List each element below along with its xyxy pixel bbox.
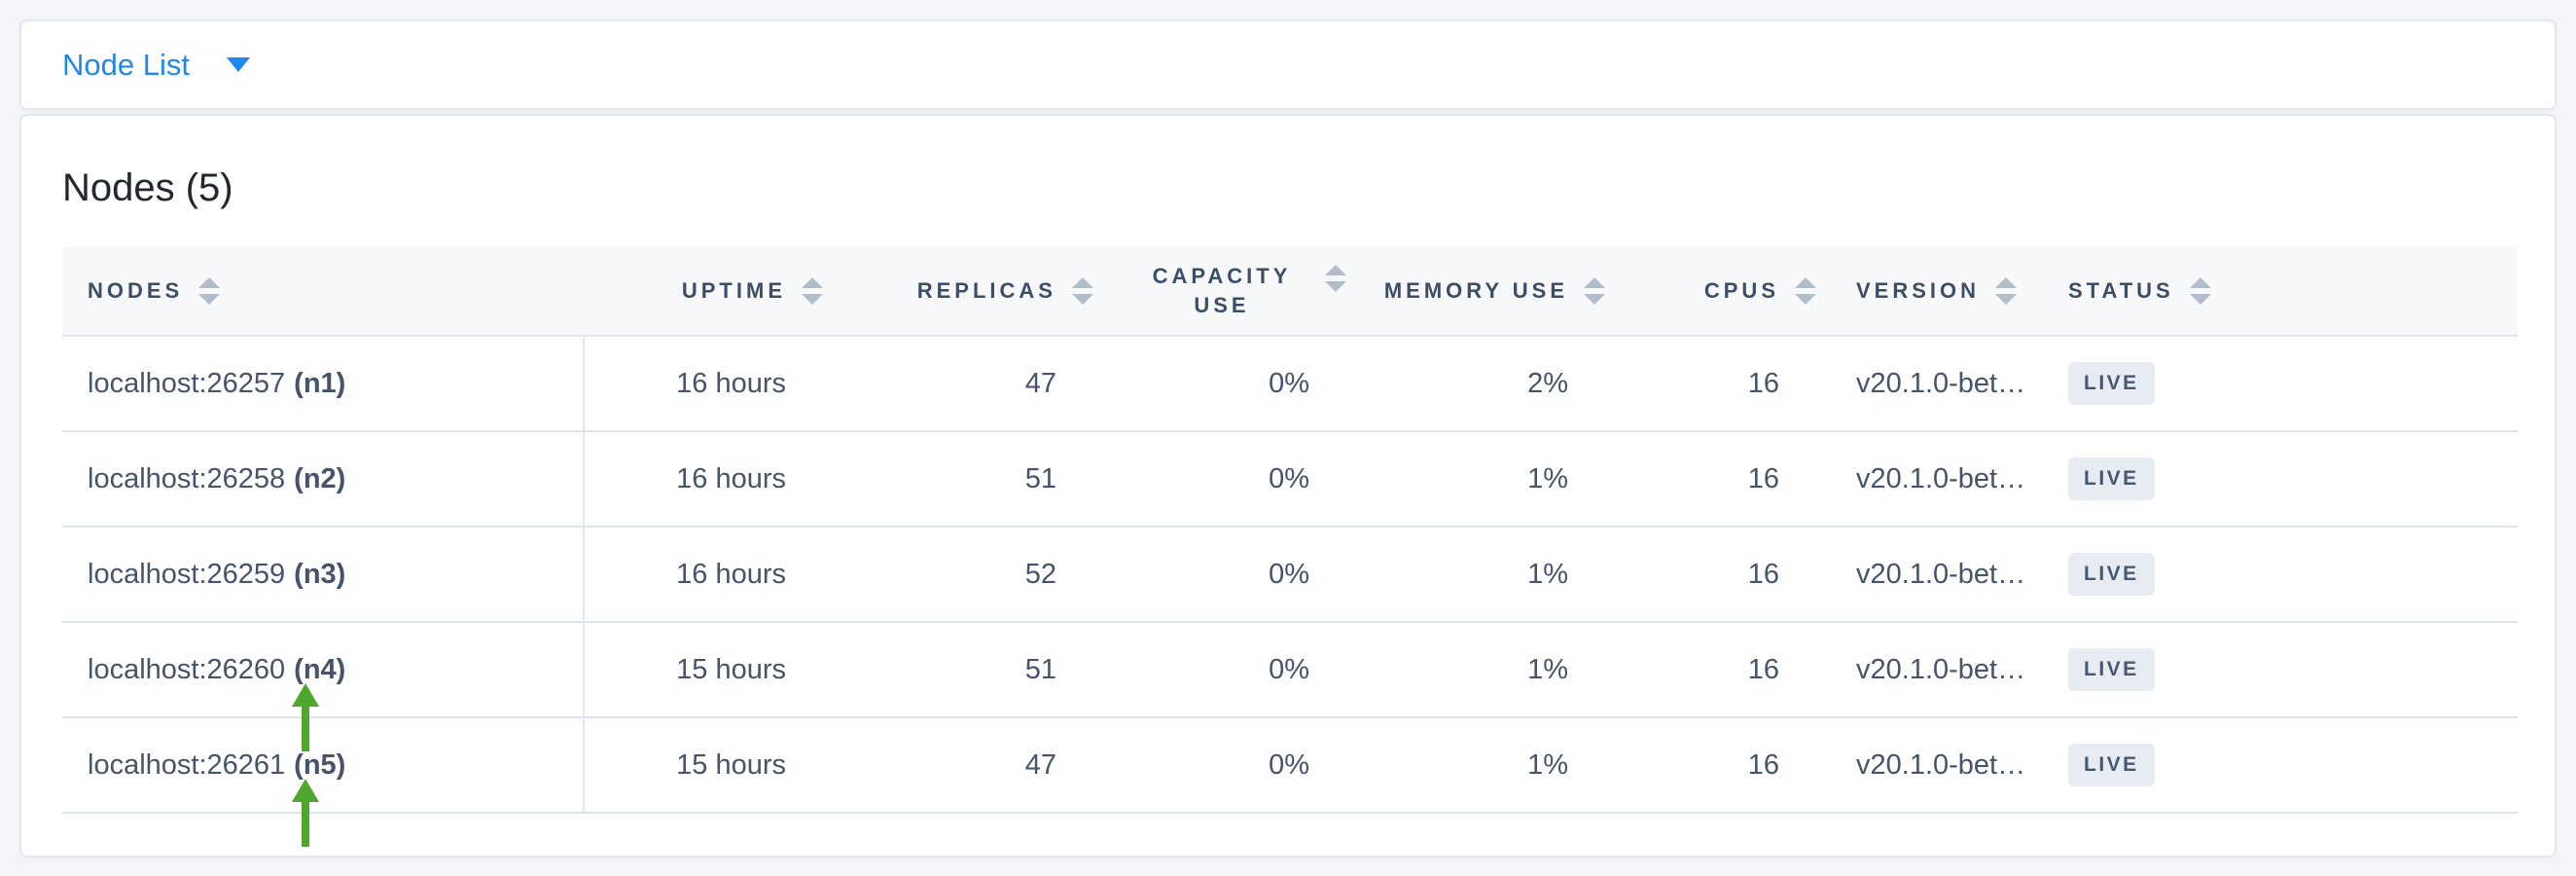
sort-icon [198, 276, 221, 305]
status-badge: LIVE [2068, 362, 2155, 405]
version-cell: v20.1.0-bet… [1834, 336, 2055, 432]
cpus-cell: 16 [1623, 527, 1834, 623]
version-cell: v20.1.0-bet… [1834, 527, 2055, 623]
node-cell[interactable]: localhost:26261 (n5) [62, 717, 585, 847]
uptime-cell: 16 hours [584, 431, 841, 528]
column-header-nodes[interactable]: Nodes [62, 246, 584, 337]
column-header-replicas[interactable]: Replicas [841, 246, 1111, 337]
cpus-cell: 16 [1623, 431, 1834, 528]
table-row[interactable]: localhost:26260 (n4) 15 hours 51 0% 1% 16… [62, 622, 2518, 751]
status-cell: LIVE [2055, 622, 2518, 718]
node-list-dropdown[interactable]: Node List [62, 50, 250, 80]
memory-use-cell: 2% [1364, 336, 1623, 432]
page-title: Nodes (5) [62, 166, 233, 209]
column-header-version[interactable]: Version [1834, 246, 2055, 337]
status-cell: LIVE [2055, 336, 2518, 432]
capacity-use-cell: 0% [1111, 431, 1364, 528]
uptime-cell: 16 hours [584, 527, 841, 623]
table-row[interactable]: localhost:26259 (n3) 16 hours 52 0% 1% 16… [62, 527, 2518, 623]
memory-use-cell: 1% [1364, 431, 1623, 528]
sort-icon [1584, 276, 1605, 305]
sort-icon [802, 276, 823, 305]
version-cell: v20.1.0-bet… [1834, 622, 2055, 718]
cpus-cell: 16 [1623, 622, 1834, 718]
version-cell: v20.1.0-bet… [1834, 717, 2055, 814]
capacity-use-cell: 0% [1111, 717, 1364, 814]
column-label: Capacity Use [1152, 263, 1292, 317]
status-badge: LIVE [2068, 553, 2155, 596]
column-header-cpus[interactable]: CPUs [1623, 246, 1834, 337]
status-badge: LIVE [2068, 744, 2155, 786]
status-badge: LIVE [2068, 457, 2155, 500]
sort-icon [1325, 264, 1346, 292]
version-cell: v20.1.0-bet… [1834, 431, 2055, 528]
cpus-cell: 16 [1623, 336, 1834, 432]
uptime-cell: 15 hours [584, 717, 841, 814]
capacity-use-cell: 0% [1111, 622, 1364, 718]
status-cell: LIVE [2055, 717, 2518, 814]
node-address: localhost:26258 [88, 462, 286, 494]
chevron-down-icon [226, 57, 250, 72]
sort-icon [2189, 276, 2211, 305]
column-label: Replicas [916, 277, 1056, 303]
node-cell[interactable]: localhost:26259 (n3) [62, 527, 585, 623]
nodes-card: Nodes (5) Nodes Uptime [19, 114, 2557, 858]
uptime-cell: 16 hours [584, 336, 841, 432]
memory-use-cell: 1% [1364, 527, 1623, 623]
view-selector-bar: Node List [19, 19, 2557, 110]
replicas-cell: 51 [841, 622, 1111, 718]
node-address: localhost:26257 [88, 367, 286, 399]
cpus-cell: 16 [1623, 717, 1834, 814]
table-row[interactable]: localhost:26258 (n2) 16 hours 51 0% 1% 16… [62, 431, 2518, 528]
column-header-memory-use[interactable]: Memory Use [1364, 246, 1623, 337]
replicas-cell: 52 [841, 527, 1111, 623]
annotation-up-arrow-icon [292, 779, 319, 847]
column-header-status[interactable]: Status [2055, 246, 2518, 337]
table-header-row: Nodes Uptime Replicas [62, 246, 2518, 337]
status-badge: LIVE [2068, 648, 2155, 691]
replicas-cell: 51 [841, 431, 1111, 528]
column-label: Status [2068, 277, 2174, 303]
column-header-uptime[interactable]: Uptime [584, 246, 841, 337]
capacity-use-cell: 0% [1111, 527, 1364, 623]
node-id: (n4) [294, 653, 346, 685]
capacity-use-cell: 0% [1111, 336, 1364, 432]
node-address: localhost:26259 [88, 558, 286, 590]
node-cell[interactable]: localhost:26257 (n1) [62, 336, 585, 432]
node-id: (n2) [294, 462, 346, 494]
status-cell: LIVE [2055, 527, 2518, 623]
node-address: localhost:26260 [88, 653, 286, 685]
memory-use-cell: 1% [1364, 622, 1623, 718]
node-id: (n5) [294, 748, 346, 781]
sort-icon [1795, 276, 1816, 305]
table-row[interactable]: localhost:26261 (n5) 15 hours 47 0% 1% 16… [62, 717, 2518, 847]
memory-use-cell: 1% [1364, 717, 1623, 814]
column-label: Uptime [681, 277, 786, 303]
node-id: (n3) [294, 558, 346, 590]
node-cell[interactable]: localhost:26258 (n2) [62, 431, 585, 528]
node-address: localhost:26261 [88, 748, 286, 781]
replicas-cell: 47 [841, 336, 1111, 432]
replicas-cell: 47 [841, 717, 1111, 814]
node-id: (n1) [294, 367, 346, 399]
sort-icon [1995, 276, 2018, 305]
node-cell[interactable]: localhost:26260 (n4) [62, 622, 585, 751]
sort-icon [1072, 276, 1093, 305]
column-label: Nodes [88, 277, 184, 303]
column-label: CPUs [1703, 277, 1779, 303]
status-cell: LIVE [2055, 431, 2518, 528]
nodes-table: Nodes Uptime Replicas [62, 246, 2518, 847]
column-label: Memory Use [1383, 277, 1568, 303]
node-list-dropdown-label: Node List [62, 48, 190, 82]
column-label: Version [1856, 277, 1981, 303]
table-row[interactable]: localhost:26257 (n1) 16 hours 47 0% 2% 16… [62, 336, 2518, 432]
uptime-cell: 15 hours [584, 622, 841, 718]
column-header-capacity-use[interactable]: Capacity Use [1111, 246, 1364, 337]
